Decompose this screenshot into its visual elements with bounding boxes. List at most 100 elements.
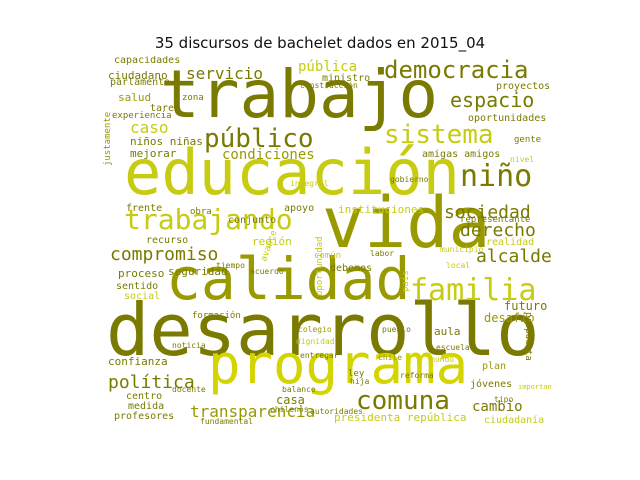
word-18: servicio xyxy=(186,64,264,83)
word-4: desarrollo xyxy=(106,288,540,372)
word-22: política xyxy=(108,372,195,393)
word-31: instituciones xyxy=(338,203,425,216)
word-49: profesores xyxy=(114,411,175,422)
word-33: seguridad xyxy=(168,265,228,278)
word-58: común xyxy=(314,251,342,261)
word-34: proceso xyxy=(118,267,165,280)
word-97: tipo xyxy=(494,395,514,404)
word-24: cambio xyxy=(472,399,523,415)
word-94: hija xyxy=(350,377,370,386)
word-64: obra xyxy=(190,207,212,217)
word-5: programa xyxy=(208,333,469,396)
word-9: sistema xyxy=(384,120,494,150)
word-90: colegio xyxy=(298,325,332,334)
word-67: país xyxy=(401,270,411,292)
word-79: entregar xyxy=(300,351,339,360)
word-95: balance xyxy=(282,385,316,394)
word-80: aula xyxy=(434,325,461,338)
word-3: calidad xyxy=(166,245,411,313)
word-85: mundo xyxy=(430,355,455,364)
word-77: labor xyxy=(370,249,395,258)
word-37: recurso xyxy=(146,235,189,246)
word-28: oportunidades xyxy=(468,113,547,124)
word-1: educación xyxy=(124,136,460,209)
word-70: casa xyxy=(276,393,305,407)
word-6: trabajando xyxy=(124,203,293,236)
word-91: escuela xyxy=(436,343,470,352)
word-54: proyectos xyxy=(496,81,551,92)
word-cloud: trabajo educación vida calidad desarrollo pro… xyxy=(100,56,552,428)
word-76: chilenos xyxy=(270,405,309,414)
word-86: chile xyxy=(378,353,403,362)
chart-title: 35 discursos de bachelet dados en 2015_0… xyxy=(154,34,486,52)
word-11: niño xyxy=(460,159,533,194)
word-45: sentido xyxy=(116,281,159,292)
word-92: municipio xyxy=(440,245,484,254)
word-23: transparencia xyxy=(190,402,316,421)
word-84: ley xyxy=(348,369,365,379)
word-87: acuerdo xyxy=(250,267,284,276)
word-98: integral xyxy=(290,179,329,188)
word-60: realidad xyxy=(486,237,535,248)
word-63: formación xyxy=(192,311,241,321)
word-39: tarea xyxy=(150,103,181,114)
word-40: experiencia xyxy=(112,111,172,121)
word-51: ciudadanía xyxy=(484,415,545,426)
word-25: capacidades xyxy=(114,56,181,66)
word-46: social xyxy=(124,291,161,302)
word-16: comuna xyxy=(356,386,450,416)
word-78: noticia xyxy=(172,341,206,350)
word-71: autoridades xyxy=(310,407,363,416)
word-12: espacio xyxy=(450,88,535,112)
word-38: salud xyxy=(118,91,152,104)
word-57: zona xyxy=(182,93,204,103)
word-61: representante xyxy=(460,215,531,225)
word-19: pública xyxy=(298,59,358,75)
word-21: condiciones xyxy=(222,147,315,163)
word-20: caso xyxy=(130,118,169,137)
word-26: ciudadano xyxy=(108,69,168,82)
word-36: frente xyxy=(126,203,163,214)
word-27: amigas amigos xyxy=(422,149,501,160)
word-2: vida xyxy=(322,182,491,264)
word-32: región xyxy=(252,235,292,248)
word-48: medida xyxy=(128,401,165,412)
word-15: alcalde xyxy=(476,246,552,267)
word-43: conjunto xyxy=(228,215,277,226)
word-81: fundamental xyxy=(200,417,253,426)
word-89: tiempo xyxy=(216,261,245,270)
word-41: niños niñas xyxy=(130,135,203,148)
word-14: derecho xyxy=(460,220,536,241)
word-83: gobierno xyxy=(390,175,429,184)
word-66: oportunidad xyxy=(315,236,325,296)
word-74: justamente xyxy=(103,111,113,166)
word-50: presidenta república xyxy=(334,411,467,424)
word-52: jóvenes xyxy=(470,379,513,390)
word-8: público xyxy=(204,124,314,154)
word-29: futuro xyxy=(504,299,548,313)
word-30: desafío xyxy=(484,311,535,325)
word-73: docente xyxy=(172,385,206,394)
word-42: mejorar xyxy=(130,147,177,160)
word-96: pueblo xyxy=(382,325,411,334)
word-35: confianza xyxy=(108,355,168,368)
word-56: ministro xyxy=(322,73,371,84)
word-69: dignidad xyxy=(296,337,335,346)
word-0: trabajo xyxy=(160,56,439,133)
word-17: compromiso xyxy=(110,244,219,265)
word-47: centro xyxy=(126,391,163,402)
word-82: importantes xyxy=(518,383,552,391)
word-93: reforma xyxy=(400,371,434,380)
word-68: propuesta xyxy=(523,312,533,361)
word-13: sociedad xyxy=(444,202,531,223)
word-88: local xyxy=(446,261,471,270)
word-10: familia xyxy=(410,273,537,308)
word-55: parlamento xyxy=(110,77,171,88)
word-72: construcción xyxy=(300,81,358,90)
word-7: democracia xyxy=(384,56,529,84)
word-75: nivel xyxy=(510,155,535,164)
word-62: gente xyxy=(514,135,542,145)
word-44: apoyo xyxy=(284,203,315,214)
word-59: debemos xyxy=(330,263,373,274)
word-53: plan xyxy=(482,361,507,372)
